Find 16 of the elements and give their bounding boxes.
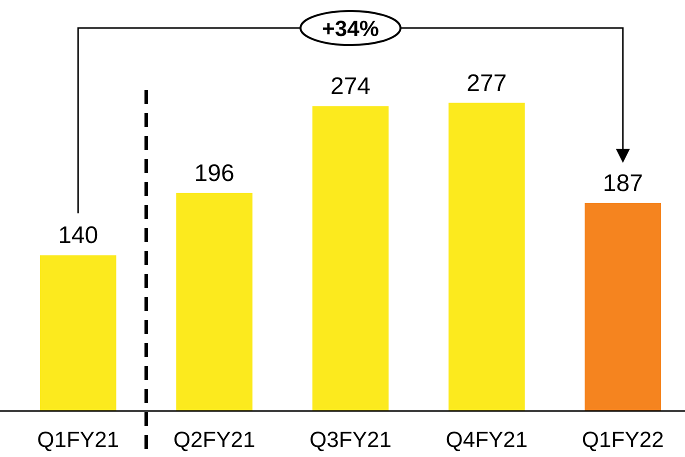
data-label: 277	[466, 70, 507, 97]
data-label: 274	[330, 73, 371, 100]
x-tick-label: Q3FY21	[310, 427, 392, 452]
x-tick-label: Q2FY21	[173, 427, 256, 452]
bar	[584, 202, 662, 411]
bar	[312, 106, 389, 411]
data-label: 187	[602, 170, 643, 197]
x-tick-label: Q4FY21	[446, 427, 528, 452]
bar	[176, 192, 252, 411]
x-tick-label: Q1FY21	[37, 427, 120, 452]
bar	[448, 102, 525, 411]
text: +34%	[322, 16, 379, 41]
data-label: 140	[58, 222, 98, 250]
x-tick-label: Q1FY22	[582, 427, 664, 452]
bar	[40, 255, 116, 411]
data-label: 196	[194, 160, 234, 187]
